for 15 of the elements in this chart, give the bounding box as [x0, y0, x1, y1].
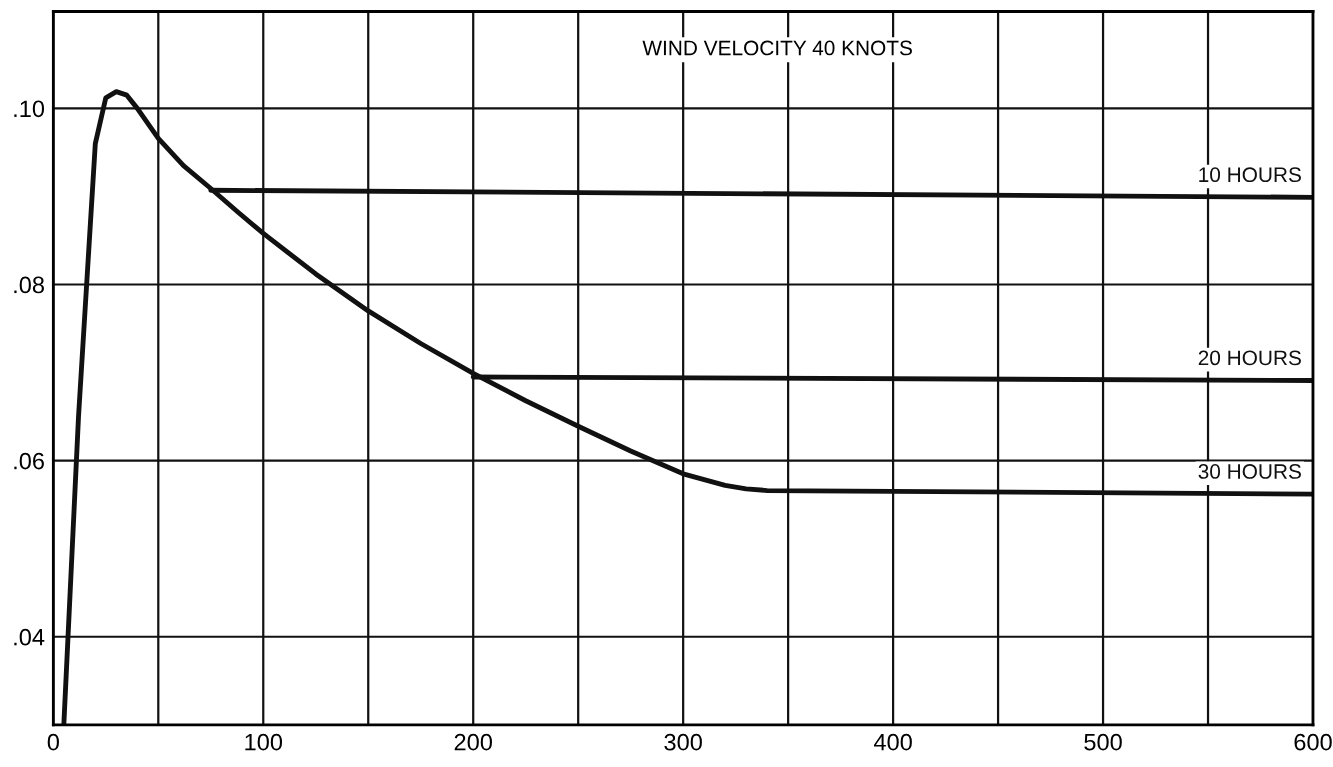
x-tick-label: 500 [1084, 733, 1122, 751]
series-label: 20 HOURS [1198, 350, 1301, 366]
x-tick-label: 200 [454, 733, 492, 751]
x-tick-label: 400 [873, 733, 912, 751]
y-tick-label: .10 [14, 100, 45, 118]
series-label: 30 HOURS [1198, 464, 1301, 479]
x-tick-label: 0 [47, 733, 59, 751]
series-label: 10 HOURS [1199, 167, 1301, 183]
x-tick-label: 600 [1294, 733, 1332, 751]
x-tick-label: 100 [245, 733, 283, 751]
y-tick-label: .04 [14, 628, 45, 646]
y-tick-label: .06 [14, 452, 44, 470]
x-tick-label: 300 [664, 733, 702, 751]
text: WIND VELOCITY 40 KNOTS [642, 40, 912, 56]
y-tick-label: .08 [14, 276, 44, 294]
